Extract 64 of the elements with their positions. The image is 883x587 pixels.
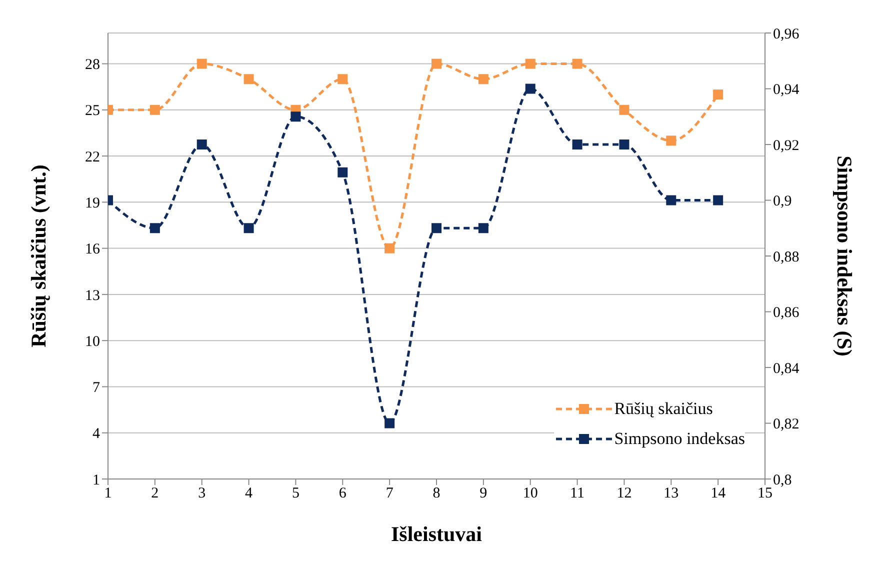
point [338, 74, 348, 84]
y-tick-label: 13 [85, 288, 100, 304]
y-tick-label: 19 [85, 195, 100, 212]
y2-tick-label: 0,8 [773, 472, 792, 488]
y-tick-label: 28 [85, 57, 100, 74]
x-tick-label: 3 [198, 486, 206, 502]
y2-tick-label: 0,88 [773, 249, 800, 266]
x-tick-label: 13 [664, 486, 679, 502]
x-tick-label: 14 [710, 486, 726, 502]
point [666, 136, 676, 146]
point [150, 223, 160, 234]
point [290, 112, 301, 122]
y-tick-label: 25 [85, 103, 100, 120]
x-tick-label: 8 [432, 486, 440, 502]
point [432, 58, 442, 69]
legend-label: Simpsono indeksas [614, 429, 745, 449]
y-tick-label: 1 [92, 472, 100, 488]
point [478, 223, 488, 234]
point [572, 58, 582, 69]
y2-axis-title: Simpsono indeksas (S) [832, 156, 857, 356]
point [244, 223, 254, 234]
point [432, 223, 442, 234]
point [572, 140, 582, 150]
point [525, 84, 536, 94]
y-tick-label: 10 [85, 334, 100, 350]
x-tick-label: 6 [338, 486, 347, 502]
point [619, 140, 630, 150]
point [525, 58, 536, 69]
point [150, 104, 160, 115]
x-tick-label: 5 [292, 486, 300, 502]
point [619, 104, 630, 115]
y2-tick-label: 0,96 [773, 26, 800, 42]
x-tick-label: 9 [480, 486, 488, 502]
point [713, 90, 724, 100]
y-tick-label: 4 [92, 426, 100, 442]
x-tick-label: 1 [104, 486, 112, 502]
x-axis-title: Išleistuvai [390, 522, 482, 546]
y-tick-label: 22 [85, 149, 100, 166]
x-tick-label: 2 [151, 486, 159, 502]
point [478, 74, 488, 84]
point [338, 167, 348, 178]
x-tick-label: 11 [570, 486, 585, 502]
x-tick-label: 4 [245, 486, 254, 502]
y2-tick-label: 0,92 [773, 138, 800, 154]
x-tick-label: 10 [522, 486, 538, 502]
x-tick-label: 15 [758, 486, 772, 502]
point [384, 418, 395, 428]
x-tick-label: 7 [386, 486, 394, 502]
point [196, 140, 207, 150]
y2-tick-label: 0,82 [773, 416, 800, 433]
point [196, 58, 207, 69]
point [384, 243, 395, 254]
point [666, 195, 676, 206]
y2-tick-label: 0,84 [773, 360, 800, 377]
point [713, 195, 724, 206]
legend-label: Rūšių skaičius [614, 399, 713, 419]
y-tick-label: 16 [85, 242, 100, 258]
y2-tick-label: 0,86 [773, 305, 800, 322]
y2-tick-label: 0,9 [773, 194, 792, 210]
point [244, 74, 254, 84]
y-tick-label: 7 [92, 380, 100, 396]
x-tick-label: 12 [616, 486, 632, 502]
y-axis-title: Rūšių skaičius (vnt.) [26, 164, 50, 348]
y2-tick-label: 0,94 [773, 82, 800, 98]
